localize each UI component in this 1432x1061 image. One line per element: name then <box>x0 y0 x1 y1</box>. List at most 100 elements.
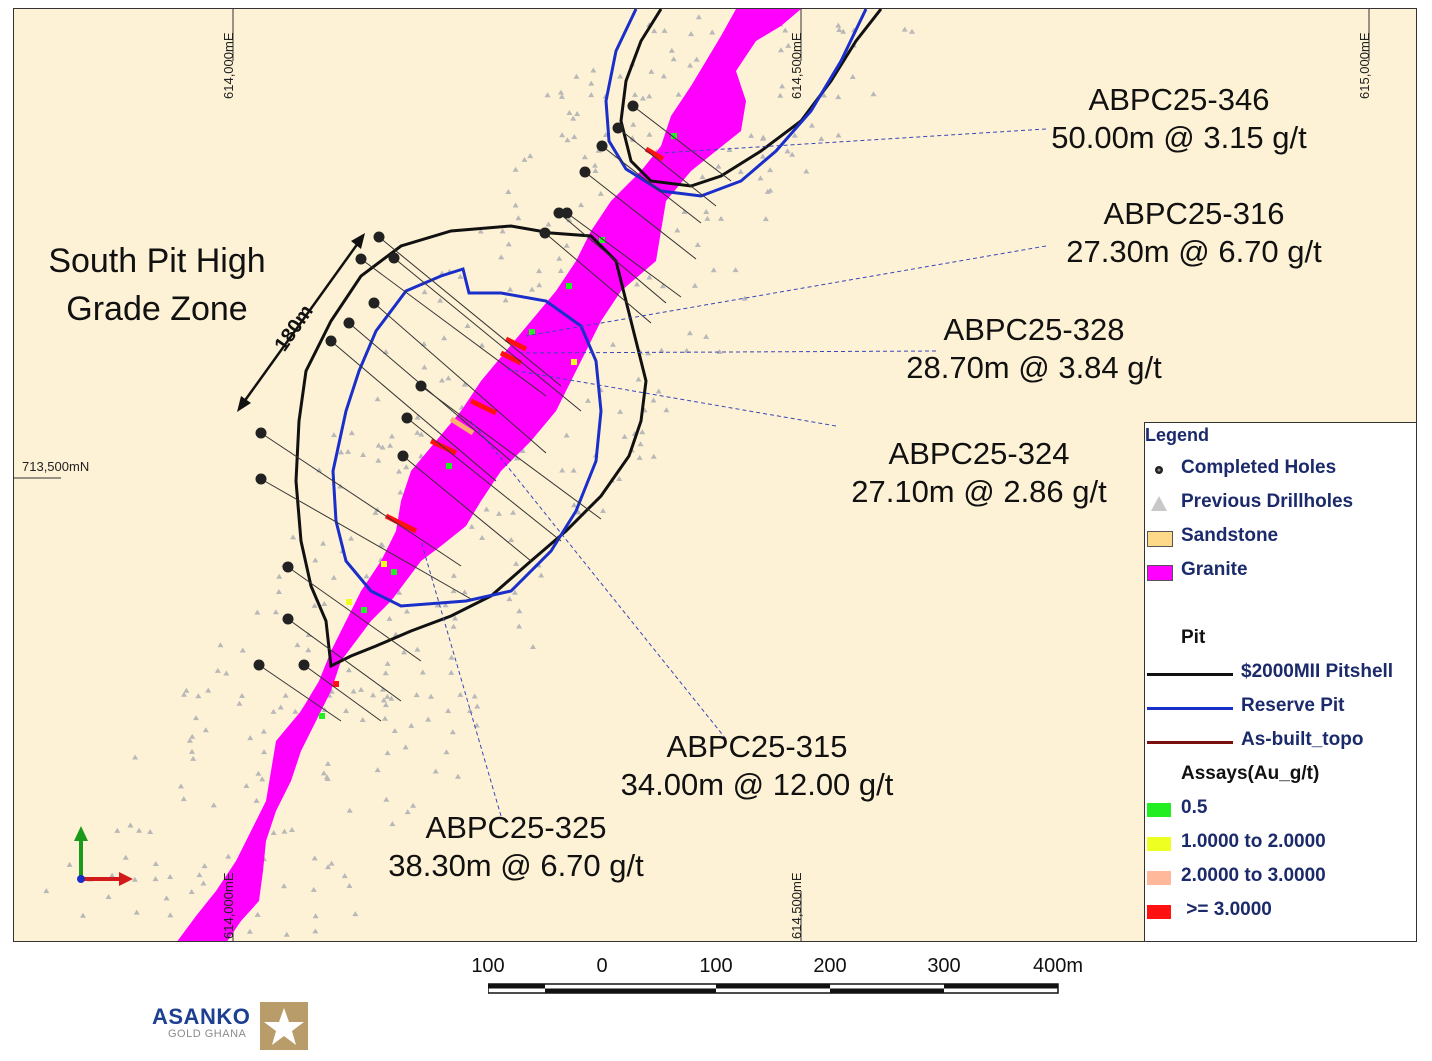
hole-result: 27.30m @ 6.70 g/t <box>1066 234 1322 269</box>
previous-drillhole-icon <box>782 27 789 33</box>
pitshell-line <box>1147 673 1233 676</box>
previous-drillhole-icon <box>360 451 367 457</box>
previous-drillhole-icon <box>616 475 623 481</box>
previous-drillhole-icon <box>588 92 595 98</box>
previous-drillhole-icon <box>321 601 328 607</box>
previous-drillhole-icon <box>247 735 254 741</box>
previous-drillhole-icon <box>375 442 382 448</box>
previous-drillhole-icon <box>704 215 711 221</box>
granite-swatch <box>1147 565 1173 581</box>
previous-drillhole-icon <box>495 510 502 516</box>
previous-drillhole-icon <box>450 623 457 629</box>
previous-drillhole-icon <box>448 654 455 660</box>
previous-drillhole-icon <box>136 827 143 833</box>
previous-drillhole-icon <box>803 168 810 174</box>
previous-drillhole-icon <box>186 737 193 743</box>
reserve-pit-south <box>331 267 603 608</box>
previous-drillhole-icon <box>280 883 287 889</box>
previous-drillhole-icon <box>835 132 842 138</box>
previous-drillhole-icon <box>556 255 563 261</box>
previous-drillhole-icon <box>311 855 318 861</box>
previous-drillhole-icon <box>384 693 391 699</box>
previous-drillhole-icon <box>710 267 717 273</box>
previous-drillhole-icon <box>506 596 513 602</box>
previous-drillhole-icon <box>363 573 370 579</box>
previous-drillhole-icon <box>132 754 139 760</box>
previous-drillhole-icon <box>190 755 197 761</box>
previous-drillhole-icon <box>699 174 706 180</box>
previous-drillhole-icon <box>536 268 543 274</box>
previous-drillhole-icon <box>282 692 289 698</box>
previous-drillhole-icon <box>413 692 420 698</box>
star-icon <box>260 1002 308 1050</box>
previous-drillhole-icon <box>381 715 388 721</box>
previous-drillhole-icon <box>512 202 519 208</box>
previous-drillhole-icon <box>434 602 441 608</box>
previous-drillhole-icon <box>236 700 243 706</box>
previous-drillhole-icon <box>374 396 381 402</box>
previous-drillhole-icon <box>849 73 856 79</box>
previous-drillhole-icon <box>570 115 577 121</box>
previous-drillhole-icon <box>167 912 174 918</box>
legend-assays-heading: Assays(Au_g/t) <box>1181 763 1320 784</box>
legend-label: Previous Drillholes <box>1181 491 1354 512</box>
previous-drillhole-icon <box>114 827 121 833</box>
previous-drillhole-icon <box>311 602 318 608</box>
previous-drillhole-icon <box>529 643 536 649</box>
previous-drillhole-icon <box>403 608 410 614</box>
previous-drillhole-icon <box>382 670 389 676</box>
drill-hole-traces <box>258 105 732 722</box>
previous-drillhole-icon <box>785 42 792 48</box>
previous-drillhole-icon <box>325 864 332 870</box>
previous-drillhole-icon <box>564 137 571 143</box>
company-logo: ASANKO GOLD GHANA <box>152 1002 322 1052</box>
previous-drillhole-icon <box>410 802 417 808</box>
grid-label-713500n: 713,500mN <box>22 459 90 474</box>
previous-drillhole-icon <box>320 540 327 546</box>
previous-drillhole-icon <box>338 449 345 455</box>
previous-drillhole-icon <box>767 167 774 173</box>
previous-drillhole-icon <box>243 782 250 788</box>
previous-drillhole-icon <box>779 83 786 89</box>
previous-drillhole-icon <box>709 29 716 35</box>
previous-drillhole-icon <box>196 872 203 878</box>
previous-drillhole-icon <box>661 27 668 33</box>
previous-drillhole-icon <box>214 667 221 673</box>
previous-drillhole-icon <box>395 468 402 474</box>
previous-drillhole-icon <box>650 453 657 459</box>
previous-drillhole-icon <box>464 323 471 329</box>
previous-drillhole-icon <box>646 274 653 280</box>
legend-label: 1.0000 to 2.0000 <box>1181 831 1326 852</box>
previous-drillhole-icon <box>402 744 409 750</box>
previous-drillhole-icon <box>683 347 690 353</box>
previous-drillhole-icon <box>505 188 512 194</box>
previous-drillhole-icon <box>466 707 473 713</box>
previous-drillhole-icon <box>590 67 597 73</box>
previous-drillhole-icon <box>270 708 277 714</box>
previous-drillhole-icon <box>630 121 637 127</box>
previous-drillhole-icon <box>563 432 570 438</box>
previous-drillhole-icon <box>225 853 232 859</box>
previous-drillhole-icon <box>312 928 319 934</box>
previous-drillhole-icon <box>691 282 698 288</box>
hole-callout-346: ABPC25-346 50.00m @ 3.15 g/t <box>1004 81 1354 157</box>
previous-drillhole-icon <box>663 407 670 413</box>
previous-drillhole-icon <box>147 829 154 835</box>
previous-drillhole-icon <box>312 557 319 563</box>
previous-drillhole-icon <box>239 693 246 699</box>
previous-drillhole-icon <box>478 342 485 348</box>
previous-drillhole-icon <box>635 376 642 382</box>
previous-drillhole-icon <box>345 667 352 673</box>
legend-item-asbuilt-topo: As-built_topo <box>1145 729 1416 755</box>
hole-callout-315: ABPC25-315 34.00m @ 12.00 g/t <box>582 728 932 804</box>
previous-drillhole-icon <box>718 215 725 221</box>
legend-item-assay-1-2: 1.0000 to 2.0000 <box>1145 831 1416 857</box>
previous-drillhole-icon <box>479 534 486 540</box>
previous-drillhole-icon <box>345 448 352 454</box>
hole-callout-328: ABPC25-328 28.70m @ 3.84 g/t <box>859 311 1209 387</box>
previous-drillhole-icon <box>443 749 450 755</box>
previous-drillhole-icon <box>648 68 655 74</box>
hole-result: 38.30m @ 6.70 g/t <box>388 848 644 883</box>
previous-drillhole-icon <box>870 91 877 97</box>
previous-drillhole-icon <box>294 642 301 648</box>
